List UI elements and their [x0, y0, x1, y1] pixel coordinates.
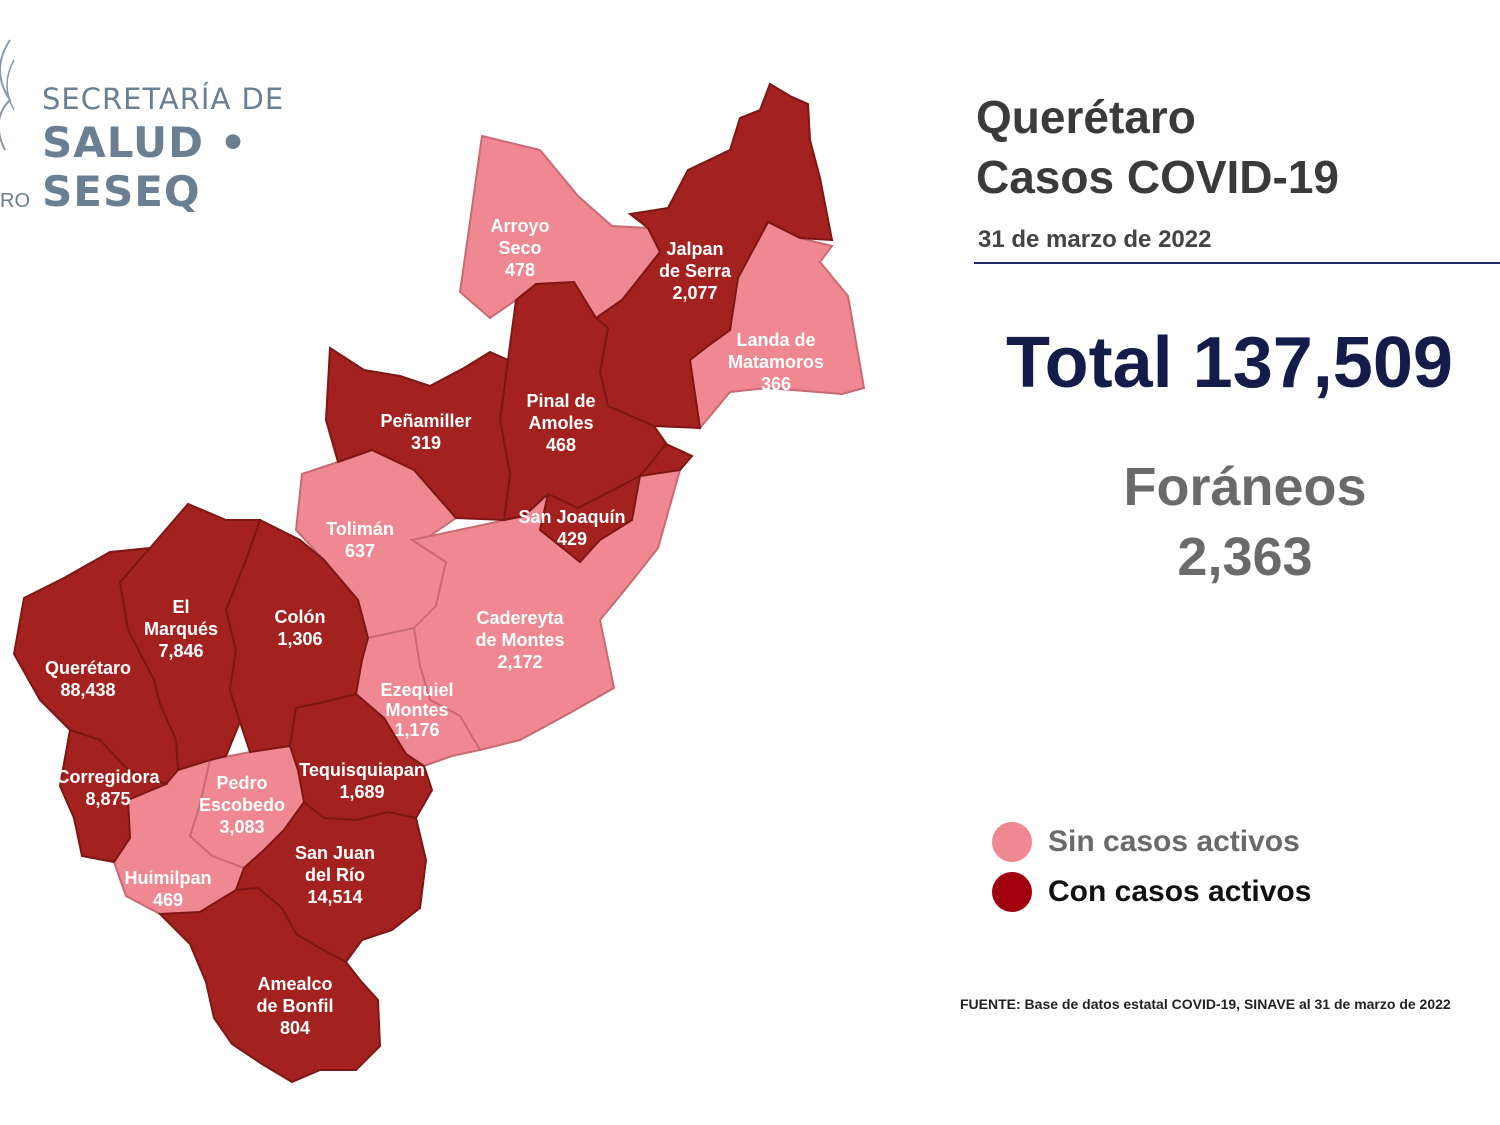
legend-label: Con casos activos — [1048, 875, 1312, 908]
label-landa-de-matamoros: Landa de Matamoros 366 — [728, 330, 824, 394]
region-amealco — [157, 886, 382, 1084]
label-pedro-escobedo: Pedro Escobedo 3,083 — [199, 773, 285, 837]
cases-title: Casos COVID-19 — [976, 151, 1340, 203]
legend-item-sin-casos: Sin casos activos — [992, 822, 1300, 862]
label-toliman: Tolimán 637 — [326, 519, 394, 561]
label-queretaro: Querétaro 88,438 — [45, 658, 131, 700]
label-amealco: Amealco de Bonfil 804 — [257, 974, 334, 1038]
total-cases: Total 137,509 — [1006, 322, 1453, 404]
legend-swatch-light — [992, 822, 1032, 862]
logo-fragment: RO — [0, 190, 30, 212]
title-divider — [974, 262, 1500, 264]
total-value: 137,509 — [1192, 323, 1453, 403]
label-colon: Colón 1,306 — [275, 607, 326, 649]
label-tequisquiapan: Tequisquiapan 1,689 — [299, 760, 425, 802]
state-title: Querétaro — [976, 91, 1196, 143]
label-san-juan-del-rio: San Juan del Río 14,514 — [295, 843, 375, 907]
label-corregidora: Corregidora 8,875 — [56, 767, 160, 809]
state-emblem-icon — [0, 39, 15, 151]
label-arroyo-seco: Arroyo Seco 478 — [490, 216, 549, 280]
label-el-marques: El Marqués 7,846 — [144, 597, 218, 661]
seseq-logo: SECRETARÍA DE SALUD • SESEQ RO — [0, 20, 380, 216]
source-note: FUENTE: Base de datos estatal COVID-19, … — [960, 996, 1451, 1012]
org-name-line1: SECRETARÍA DE — [42, 82, 285, 116]
label-huimilpan: Huimilpan 469 — [124, 868, 211, 910]
total-label: Total — [1006, 323, 1173, 403]
label-pinal-de-amoles: Pinal de Amoles 468 — [526, 391, 595, 455]
label-ezequiel-montes: Ezequiel Montes 1,176 — [380, 680, 453, 740]
queretaro-map: Arroyo Seco 478 Jalpan de Serra 2,077 Landa … — [12, 82, 866, 1084]
report-date: 31 de marzo de 2022 — [978, 226, 1212, 253]
org-name-line2: SALUD • SESEQ — [42, 118, 248, 216]
label-jalpan-de-serra: Jalpan de Serra 2,077 — [659, 239, 732, 303]
label-san-joaquin: San Joaquín 429 — [518, 507, 625, 549]
legend-label: Sin casos activos — [1048, 825, 1300, 858]
label-cadereyta: Cadereyta de Montes 2,172 — [475, 608, 564, 672]
foraneos-value: 2,363 — [1177, 527, 1313, 587]
legend-item-con-casos: Con casos activos — [992, 872, 1311, 912]
label-penamiller: Peñamiller 319 — [380, 411, 471, 453]
region-san-joaquin — [538, 442, 694, 564]
foraneos-label: Foráneos — [1123, 457, 1367, 517]
region-penamiller — [324, 346, 512, 522]
region-corregidora — [58, 728, 169, 864]
region-queretaro — [12, 546, 180, 786]
legend-swatch-dark — [992, 872, 1032, 912]
